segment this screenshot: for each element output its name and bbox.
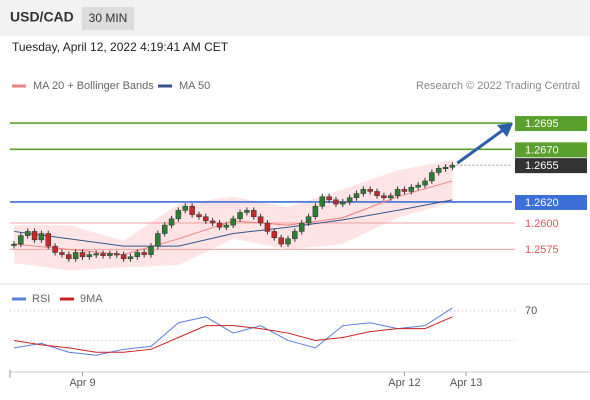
candle [66,254,72,260]
candle [72,252,79,260]
rsi-line [13,307,453,356]
level-label-box [515,116,587,132]
candle [257,216,264,224]
candle [394,189,401,196]
level-label: 1.2575 [525,244,559,256]
candle [388,195,394,199]
level-label: 1.2600 [525,218,559,230]
candle [312,205,319,217]
candle [11,243,17,246]
candle [285,238,291,245]
candle [429,172,435,182]
candle [305,216,312,224]
candle [141,252,147,255]
candle [408,186,415,192]
legend-label: MA 50 [179,80,210,92]
candle [196,214,202,217]
candle [189,205,195,215]
candle [100,253,106,256]
candle [216,222,223,228]
candle [298,222,305,232]
level-label-box [515,142,587,158]
candle [422,180,428,186]
level-label: 1.2620 [525,197,559,209]
timeframe: 30 MIN [89,11,128,25]
candle [120,254,127,260]
source: Research © 2022 Trading Central [416,80,580,92]
candle [237,212,243,220]
forecast-arrowhead [497,123,513,138]
level-label-box [515,158,587,174]
legend-label: RSI [32,293,50,305]
candle [148,245,154,255]
candle [251,210,257,217]
candle [18,235,24,245]
candle [401,189,408,192]
candle [24,231,31,236]
candle [381,195,387,199]
candle [203,216,209,222]
candle [31,231,38,241]
candle [107,253,113,256]
rsi-tick-label: 70 [525,305,537,317]
candle [59,252,65,255]
candle [333,199,339,205]
candle [175,210,182,220]
x-tick-label: Apr 13 [450,377,482,389]
ma-line [13,199,453,247]
level-label: 1.2655 [525,160,559,172]
candle [278,237,284,245]
candle [353,193,360,199]
candle [38,233,45,241]
timestamp: Tuesday, April 12, 2022 4:19:41 AM CET [12,40,229,54]
candle [114,253,120,256]
bollinger-band [14,159,453,271]
candle [264,222,271,232]
level-label: 1.2670 [525,144,559,156]
candle [449,164,456,168]
candle [340,201,346,205]
candle [127,256,134,260]
candle [346,197,353,203]
legend-label: 9MA [80,293,103,305]
x-tick-label: Apr 12 [388,377,420,389]
candle [360,189,367,194]
candle [367,189,373,192]
candle [182,205,188,211]
candle [79,252,86,257]
candle [93,253,99,256]
rsi-line [13,316,453,353]
candle [326,196,332,201]
candle [415,184,421,188]
candle [134,252,141,257]
candle [319,196,325,207]
candle [374,191,380,196]
candle [155,233,161,247]
candle [45,233,51,247]
candle [292,231,298,240]
level-label-box [515,194,587,210]
legend-label: MA 20 + Bollinger Bands [33,80,154,92]
timeframe-box [82,7,134,30]
candle [209,220,216,224]
level-label: 1.2695 [525,118,559,130]
x-tick-label: Apr 9 [69,377,95,389]
candle [435,168,442,173]
candle [244,210,250,213]
candle [223,224,230,228]
candle [168,218,175,226]
candle [230,218,236,226]
candle [442,166,449,169]
forecast-arrow [456,128,504,165]
candle [86,254,93,257]
candle [161,224,168,234]
symbol: USD/CAD [10,9,74,25]
candle [271,231,278,238]
candle [52,245,58,253]
